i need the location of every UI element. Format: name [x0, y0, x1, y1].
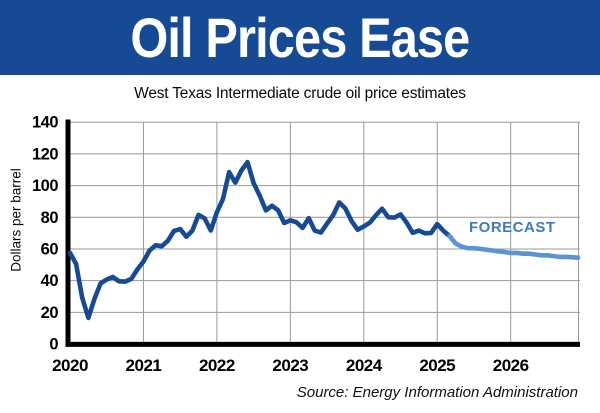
- y-axis-title: Dollars per barrel: [8, 168, 24, 272]
- y-tick-label: 80: [41, 209, 59, 227]
- x-tick-label: 2026: [493, 356, 529, 375]
- forecast-line: [447, 233, 581, 260]
- historical-line: [67, 159, 452, 321]
- y-tick-label: 100: [32, 177, 58, 195]
- chart-subtitle: West Texas Intermediate crude oil price …: [134, 85, 466, 102]
- header-bar: Oil Prices Ease: [0, 0, 600, 75]
- y-tick-label: 60: [41, 240, 59, 258]
- forecast-label: FORECAST: [469, 219, 556, 236]
- x-tick-label: 2024: [346, 356, 383, 375]
- x-tick-label: 2022: [199, 356, 235, 375]
- y-tick-label: 140: [32, 114, 58, 132]
- x-tick-label: 2020: [52, 356, 88, 375]
- y-tick-label: 120: [32, 145, 58, 163]
- page-title: Oil Prices Ease: [130, 5, 470, 69]
- x-tick-label: 2025: [419, 356, 455, 375]
- source-credit: Source: Energy Information Administratio…: [296, 384, 578, 401]
- y-tick-label: 40: [41, 272, 59, 290]
- x-tick-label: 2021: [126, 356, 162, 375]
- y-tick-label: 0: [49, 336, 58, 354]
- x-tick-label: 2023: [272, 356, 308, 375]
- y-tick-label: 20: [41, 304, 59, 322]
